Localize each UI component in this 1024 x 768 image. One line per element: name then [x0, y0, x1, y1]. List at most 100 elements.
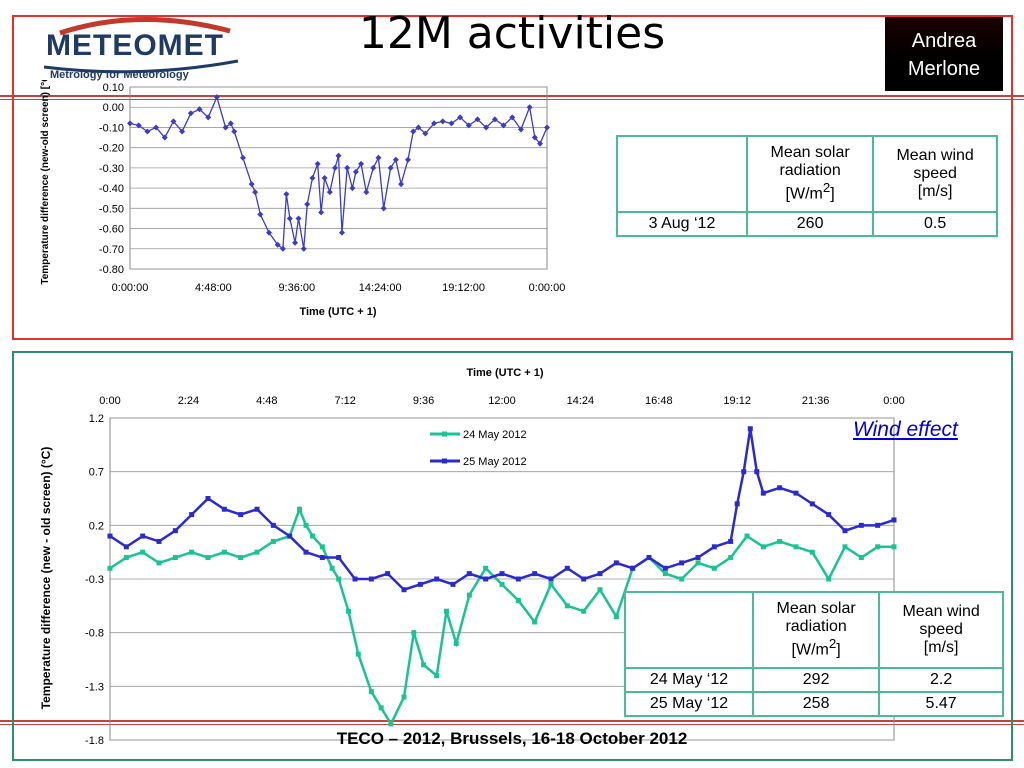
data-point	[336, 576, 342, 582]
data-point	[500, 122, 507, 129]
data-point	[809, 501, 815, 507]
data-point	[286, 215, 293, 222]
data-point	[754, 469, 760, 475]
data-point	[349, 185, 356, 192]
data-point	[793, 544, 799, 550]
y-tick-label: 0.7	[89, 467, 104, 479]
y-tick-label: -1.3	[85, 681, 104, 693]
data-point	[332, 164, 339, 171]
data-point	[344, 164, 351, 171]
data-point	[338, 229, 345, 236]
data-point	[363, 189, 370, 196]
data-point	[597, 587, 603, 593]
data-point	[295, 215, 302, 222]
data-point	[370, 164, 377, 171]
data-point	[548, 576, 554, 582]
header-line: [m/s]	[923, 639, 959, 656]
data-point	[777, 485, 783, 491]
y-tick-label: -0.3	[85, 574, 104, 586]
data-point	[695, 560, 701, 566]
x-tick-label: 16:48	[645, 395, 673, 407]
series-line-1	[109, 505, 894, 727]
data-point	[891, 544, 897, 550]
data-point	[380, 205, 387, 212]
x-tick-label: 0:00	[99, 395, 120, 407]
data-point	[205, 555, 211, 561]
data-point	[144, 128, 151, 135]
data-point	[517, 126, 524, 133]
data-point	[156, 538, 162, 544]
data-point	[123, 555, 129, 561]
data-point	[172, 555, 178, 561]
data-point	[434, 673, 440, 679]
data-point	[548, 581, 554, 587]
header-rule-top	[0, 95, 1024, 97]
data-point	[345, 608, 351, 614]
table-header-row: Mean solar radiation [W/m2] Mean wind sp…	[616, 135, 998, 213]
data-point	[858, 522, 864, 528]
data-point	[474, 116, 481, 123]
table-cell-radiation: 260	[745, 211, 875, 237]
data-point	[392, 156, 399, 163]
data-point	[239, 154, 246, 161]
data-point	[304, 201, 311, 208]
data-point	[358, 160, 365, 167]
y-tick-label: -0.20	[99, 143, 124, 155]
data-point	[107, 565, 113, 571]
data-point	[161, 134, 168, 141]
header-line: Mean wind	[896, 147, 974, 164]
data-point	[274, 241, 281, 248]
data-point	[734, 501, 740, 507]
data-point	[296, 506, 302, 512]
data-point	[581, 576, 587, 582]
data-point	[544, 124, 550, 131]
logo-swoosh-icon	[43, 17, 239, 74]
data-point	[679, 560, 685, 566]
header-line: [m/s]	[917, 183, 953, 200]
data-point	[630, 565, 636, 571]
data-point	[179, 128, 186, 135]
data-point	[257, 211, 264, 218]
data-point	[205, 114, 212, 121]
data-point	[439, 118, 446, 125]
data-point	[329, 565, 335, 571]
data-point	[388, 721, 394, 727]
data-point	[385, 571, 391, 577]
data-point	[266, 229, 272, 236]
data-point	[398, 181, 405, 188]
data-point	[466, 571, 472, 577]
data-point	[401, 587, 407, 593]
data-point	[196, 106, 203, 113]
table-row: 3 Aug ‘12 260 0.5	[616, 211, 998, 237]
y-tick-label: -0.10	[99, 122, 124, 134]
header-line: Mean wind	[902, 603, 980, 620]
top-stats-table: Mean solar radiation [W/m2] Mean wind sp…	[616, 135, 998, 237]
data-point	[314, 160, 321, 167]
data-point	[318, 209, 325, 216]
chart-title: Time (UTC + 1)	[466, 367, 543, 379]
series-line-2	[109, 428, 895, 592]
author-last-name: Merlone	[907, 58, 981, 80]
data-point	[410, 128, 417, 135]
data-point	[760, 490, 766, 496]
footer-rule-top	[0, 720, 1024, 722]
data-point	[227, 120, 234, 127]
data-point	[711, 544, 717, 550]
x-tick-label: 0:00:00	[112, 282, 149, 294]
data-point	[793, 490, 799, 496]
data-point	[662, 571, 668, 577]
legend-label-1: 24 May 2012	[463, 429, 527, 441]
bottom-temperature-chart: 1.2 0.7 0.2 -0.3 -0.8 -1.3 -1.8 0:00 2:24 4:48 7:1…	[39, 367, 905, 747]
data-point	[777, 538, 783, 544]
data-point	[127, 120, 133, 127]
x-tick-label: 0:00	[883, 395, 904, 407]
data-point	[321, 175, 328, 181]
data-point	[254, 549, 260, 555]
data-point	[564, 603, 570, 609]
data-point	[303, 522, 309, 528]
header-line: speed	[913, 165, 957, 182]
data-point	[499, 581, 505, 587]
data-point	[213, 94, 220, 101]
data-point	[417, 581, 423, 587]
logo-word: METEOMET	[46, 29, 224, 62]
